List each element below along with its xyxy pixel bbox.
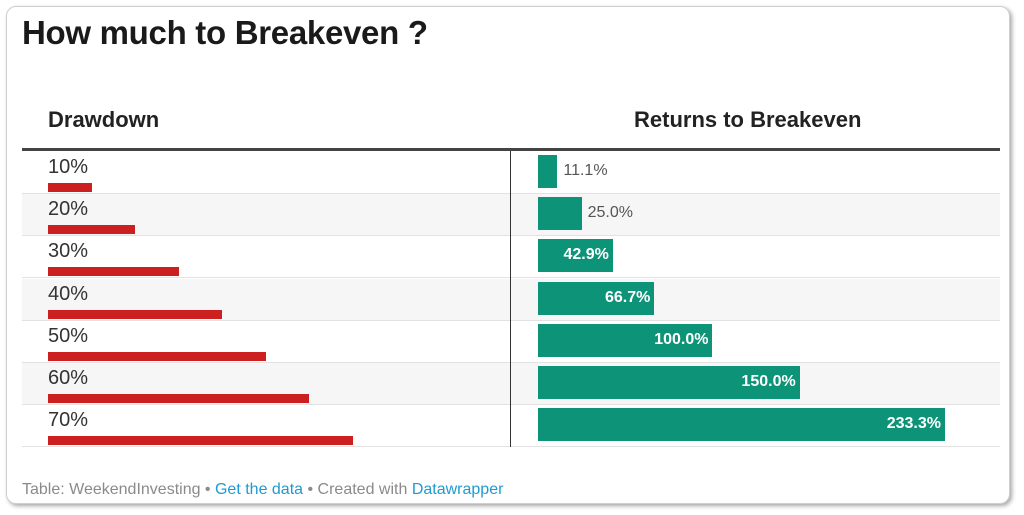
return-bar xyxy=(538,408,945,442)
return-value-label: 150.0% xyxy=(741,373,796,390)
table-row: 10% 11.1% xyxy=(22,152,1000,194)
drawdown-bar xyxy=(48,183,92,192)
footer-separator: • xyxy=(200,481,215,498)
return-value-label: 11.1% xyxy=(563,162,608,179)
drawdown-label: 40% xyxy=(48,282,89,305)
return-bar xyxy=(538,366,800,399)
return-bar xyxy=(538,323,713,357)
column-divider xyxy=(510,151,511,447)
table-row: 20% 25.0% xyxy=(22,194,1000,237)
drawdown-label: 50% xyxy=(48,324,89,347)
drawdown-label: 20% xyxy=(48,198,89,221)
table-row: 40% 66.7% xyxy=(22,278,1000,321)
return-bar xyxy=(538,239,613,273)
return-value-label: 100.0% xyxy=(654,330,709,348)
chart-title: How much to Breakeven ? xyxy=(22,14,428,51)
drawdown-bar xyxy=(48,351,266,361)
table-row: 70% 233.3% xyxy=(22,405,1000,448)
footer: Table: WeekendInvesting • Get the data •… xyxy=(22,481,503,499)
header-rule xyxy=(22,148,1000,151)
column-header-drawdown: Drawdown xyxy=(48,107,160,132)
drawdown-label: 10% xyxy=(48,156,89,178)
footer-created-with: • Created with xyxy=(303,481,412,498)
drawdown-label: 60% xyxy=(48,367,89,389)
table-row: 60% 150.0% xyxy=(22,363,1000,405)
drawdown-bar xyxy=(48,225,136,235)
column-header-returns: Returns to Breakeven xyxy=(634,107,862,132)
drawdown-bar xyxy=(48,309,223,319)
return-bar xyxy=(538,155,558,188)
footer-source: Table: WeekendInvesting xyxy=(22,481,201,498)
return-value-label: 42.9% xyxy=(563,246,609,264)
get-the-data-link[interactable]: Get the data xyxy=(214,481,304,498)
drawdown-label: 70% xyxy=(48,409,89,432)
drawdown-bar xyxy=(48,394,310,403)
return-bar xyxy=(538,197,582,231)
datawrapper-link[interactable]: Datawrapper xyxy=(411,481,504,498)
return-value-label: 233.3% xyxy=(886,415,941,433)
drawdown-bar xyxy=(48,436,353,446)
return-bar xyxy=(538,281,655,315)
return-value-label: 66.7% xyxy=(605,288,651,306)
table-row: 30% 42.9% xyxy=(22,236,1000,279)
drawdown-label: 30% xyxy=(48,240,89,263)
drawdown-bar xyxy=(48,267,179,277)
table-row: 50% 100.0% xyxy=(22,321,1000,363)
return-value-label: 25.0% xyxy=(587,204,633,222)
